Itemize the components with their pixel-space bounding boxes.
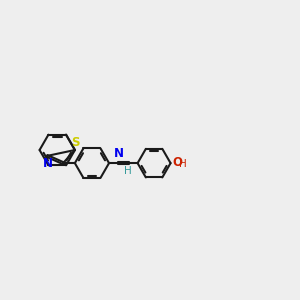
Text: H: H: [178, 159, 186, 169]
Text: O: O: [172, 156, 182, 169]
Text: N: N: [43, 158, 52, 170]
Text: N: N: [113, 147, 124, 160]
Text: S: S: [71, 136, 80, 148]
Text: H: H: [124, 166, 132, 176]
